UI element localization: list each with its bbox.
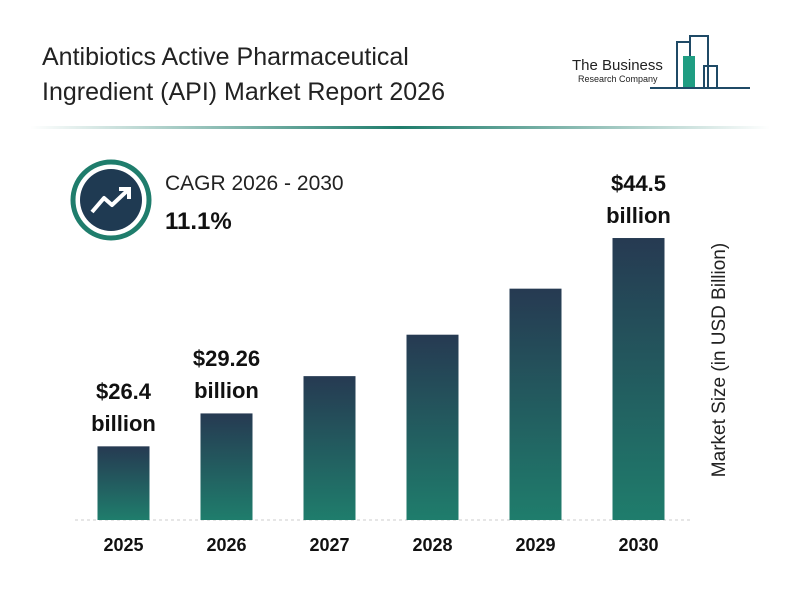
chart-title: Antibiotics Active Pharmaceutical Ingred… [42,43,445,106]
cagr-icon [70,159,152,241]
x-tick-label: 2025 [103,535,144,555]
y-axis-label: Market Size (in USD Billion) [709,242,730,478]
data-label: $26.4 billion [91,379,156,437]
data-label: $44.5 billion [606,171,671,229]
cagr-label: CAGR 2026 - 2030 [165,172,344,195]
x-tick-label: 2029 [515,535,556,555]
divider [30,126,770,129]
bar [97,446,150,520]
brand-name: The Business [572,57,663,74]
bar [200,413,253,520]
data-label: $29.26 billion [192,346,261,404]
bar [612,238,665,521]
x-tick-label: 2030 [618,535,659,555]
logo [650,35,750,89]
x-tick-label: 2027 [309,535,350,555]
brand-sub: Research Company [578,74,658,84]
x-tick-label: 2028 [412,535,453,555]
cagr-value: 11.1% [165,208,232,235]
bar [509,288,562,520]
x-tick-label: 2026 [206,535,247,555]
bar [303,376,356,520]
bar [406,334,459,520]
